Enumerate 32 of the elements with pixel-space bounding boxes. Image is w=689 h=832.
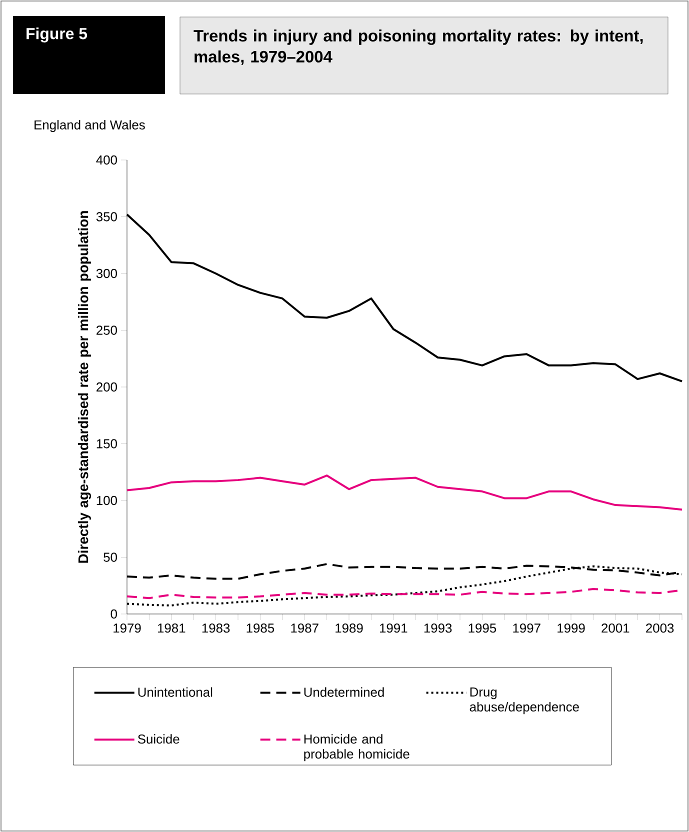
x-tick-label: 1985 [246,624,274,633]
x-tick-label: 1981 [158,624,186,633]
y-tick-label: 200 [96,382,117,392]
legend-label: Suicide [138,734,180,744]
x-tick-label: 1997 [513,624,540,633]
chart-title: Trends in injury and poisoning mortality rates: by intent, males, 1979–2004 [194,30,643,65]
y-tick-label: 300 [96,268,117,278]
caption: Figure 5 [26,28,88,42]
x-tick-label: 2001 [602,624,630,633]
x-tick-label: 1991 [380,624,408,633]
x-tick-label: 1987 [291,624,318,633]
y-tick-label: 350 [96,212,117,222]
x-tick-label: 1989 [336,624,363,633]
y-tick-label: 400 [96,155,117,165]
legend-label: Unintentional [138,687,212,697]
x-tick-label: 1999 [558,624,585,633]
x-tick-label: 2003 [646,624,674,633]
legend-label: Drug abuse/dependence [470,688,579,714]
y-tick-label: 0 [110,609,117,619]
chart-subtitle: England and Wales [34,120,145,132]
x-tick-label: 1979 [114,624,141,633]
legend-label: Undetermined [304,687,384,697]
x-tick-label: 1993 [424,624,452,633]
line-series [126,474,683,511]
y-tick-label: 100 [96,496,117,506]
y-tick-label: 50 [104,552,117,562]
x-tick-label: 1983 [202,624,230,633]
x-tick-label: 1995 [468,624,496,633]
y-tick-label: 250 [96,326,117,335]
y-axis-title: Directly age-standardised rate per million population [78,211,92,563]
y-tick-label: 150 [96,439,117,448]
legend-label: Homicide and probable homicide [304,734,410,762]
